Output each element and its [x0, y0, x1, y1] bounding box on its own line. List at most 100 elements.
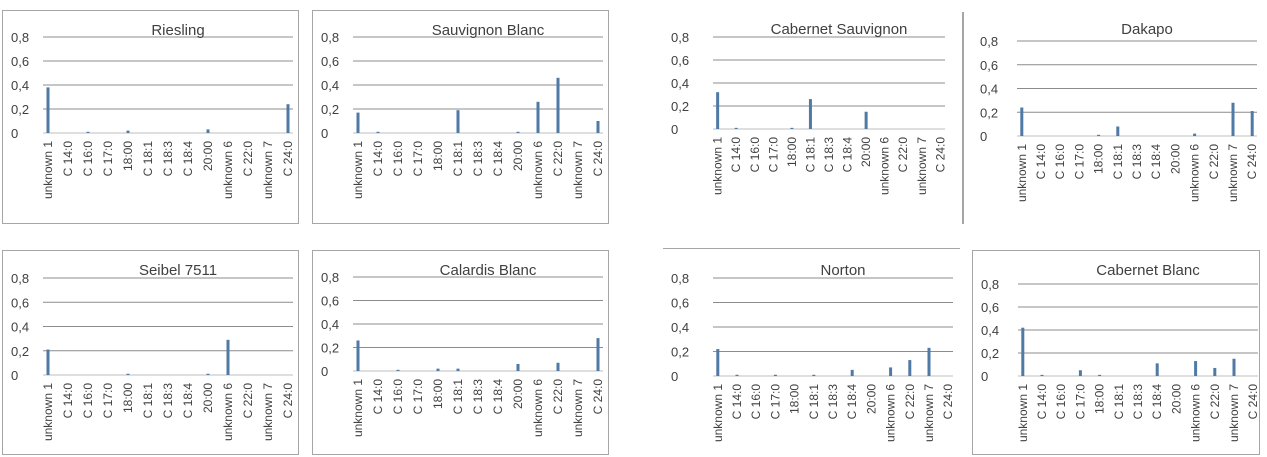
y-tick-label: 0,8 — [980, 34, 998, 49]
bar — [456, 368, 460, 371]
x-tick-label: C 18:4 — [181, 141, 195, 177]
x-tick-label: 18:00 — [431, 379, 445, 409]
x-tick-label: C 18:1 — [451, 379, 465, 415]
x-tick-label: C 24:0 — [933, 137, 947, 173]
y-tick-label: 0,2 — [981, 346, 999, 361]
x-tick-label: C 14:0 — [1035, 384, 1049, 420]
x-tick-label: unknown 6 — [531, 141, 545, 199]
bar — [206, 129, 210, 133]
divider-line — [962, 12, 964, 224]
x-tick-label: C 18:3 — [161, 141, 175, 177]
x-tick-label: unknown 6 — [884, 384, 898, 442]
x-tick-label: unknown 1 — [351, 379, 365, 437]
x-tick-label: unknown 7 — [1226, 144, 1240, 202]
x-tick-label: 20:00 — [511, 141, 525, 171]
bar — [226, 339, 230, 375]
bar — [1021, 327, 1025, 376]
x-tick-label: 20:00 — [1168, 144, 1182, 174]
y-tick-label: 0,4 — [980, 82, 998, 97]
chart-title: Norton — [820, 262, 865, 279]
x-tick-label: 20:00 — [201, 141, 215, 171]
x-tick-label: 20:00 — [1169, 384, 1183, 414]
chart-svg: 0 0,2 0,4 0,6 0,8 Norton unknown 1 C 14:0 C 16:0… — [671, 262, 955, 442]
x-tick-label: unknown 6 — [1188, 144, 1202, 202]
bar — [908, 360, 912, 376]
x-tick-label: C 18:1 — [141, 383, 155, 419]
y-tick-label: 0,8 — [981, 277, 999, 292]
x-tick-label: unknown 1 — [1015, 144, 1029, 202]
x-tick-label: unknown 1 — [41, 141, 55, 199]
x-tick-label: C 17:0 — [766, 137, 780, 173]
x-tick-label: C 18:3 — [1131, 384, 1145, 420]
chart-title: Riesling — [151, 22, 204, 39]
y-tick-label: 0,2 — [671, 99, 689, 114]
x-tick-label: 20:00 — [511, 379, 525, 409]
x-tick-label: 18:00 — [1093, 384, 1107, 414]
x-tick-label: C 14:0 — [730, 384, 744, 420]
x-tick-label: unknown 7 — [261, 383, 275, 441]
x-tick-label: unknown 7 — [922, 384, 936, 442]
x-tick-label: unknown 7 — [261, 141, 275, 199]
bar — [46, 349, 50, 375]
y-tick-label: 0,2 — [11, 344, 29, 359]
bar — [1040, 374, 1044, 376]
y-tick-label: 0,8 — [671, 271, 689, 286]
chart-panel-cabernet-blanc: 0 0,2 0,4 0,6 0,8 Cabernet Blanc unknown 1 C 14… — [972, 250, 1260, 455]
bar — [812, 374, 816, 376]
x-tick-label: C 22:0 — [896, 137, 910, 173]
x-tick-label: 18:00 — [121, 383, 135, 413]
x-tick-label: C 18:3 — [826, 384, 840, 420]
chart-svg: 0 0,2 0,4 0,6 0,8 Cabernet Blanc unknown 1 C 14… — [981, 262, 1260, 442]
x-tick-label: C 17:0 — [1072, 144, 1086, 180]
chart-svg: 0 0,2 0,4 0,6 0,8 Seibel 7511 unknown 1 C 14:0 C… — [11, 262, 295, 441]
x-tick-label: C 22:0 — [1207, 144, 1221, 180]
bar — [436, 368, 440, 371]
y-tick-label: 0,8 — [321, 270, 339, 285]
x-tick-label: C 18:1 — [141, 141, 155, 177]
y-tick-label: 0,6 — [321, 294, 339, 309]
chart-svg: 0 0,2 0,4 0,6 0,8 Riesling unknown 1 C 14:0 C 16… — [11, 22, 295, 199]
bar — [126, 130, 130, 133]
bar — [1097, 134, 1101, 136]
y-tick-label: 0 — [321, 364, 328, 379]
x-tick-label: C 18:3 — [161, 383, 175, 419]
bar — [1098, 374, 1102, 376]
chart-title: Calardis Blanc — [440, 262, 537, 279]
x-tick-label: C 17:0 — [101, 141, 115, 177]
x-tick-label: C 22:0 — [241, 383, 255, 419]
bar — [86, 131, 90, 133]
x-tick-label: C 18:4 — [845, 384, 859, 420]
bar — [1155, 363, 1159, 376]
bar — [356, 340, 360, 371]
bar — [1193, 133, 1197, 136]
y-tick-label: 0,2 — [11, 102, 29, 117]
x-tick-label: C 18:1 — [451, 141, 465, 177]
x-tick-label: C 18:4 — [491, 379, 505, 415]
chart-title: Sauvignon Blanc — [432, 22, 545, 39]
x-tick-label: unknown 7 — [571, 141, 585, 199]
bar — [516, 131, 520, 133]
x-tick-label: unknown 6 — [1189, 384, 1203, 442]
bar — [536, 101, 540, 133]
bar — [1078, 370, 1082, 376]
chart-panel-calardis-blanc: 0 0,2 0,4 0,6 0,8 Calardis Blanc unknown 1 C 14… — [312, 250, 609, 455]
x-tick-label: C 16:0 — [1054, 384, 1068, 420]
chart-svg: 0 0,2 0,4 0,6 0,8 Calardis Blanc unknown 1 C 14… — [321, 262, 605, 437]
chart-svg: 0 0,2 0,4 0,6 0,8 Dakapo unknown 1 C 14:0 C 16:0… — [980, 21, 1259, 202]
x-tick-label: C 24:0 — [941, 384, 955, 420]
x-tick-label: unknown 1 — [711, 384, 725, 442]
x-tick-label: C 18:1 — [803, 137, 817, 173]
chart-panel-seibel-7511: 0 0,2 0,4 0,6 0,8 Seibel 7511 unknown 1 C 14:0 C… — [2, 250, 299, 455]
bar — [716, 349, 720, 376]
x-tick-label: C 18:3 — [822, 137, 836, 173]
bar — [596, 338, 600, 371]
x-tick-label: C 18:1 — [1111, 144, 1125, 180]
x-tick-label: C 16:0 — [81, 383, 95, 419]
bar — [1250, 111, 1254, 136]
x-tick-label: C 22:0 — [241, 141, 255, 177]
x-tick-label: 18:00 — [788, 384, 802, 414]
x-tick-label: 20:00 — [859, 137, 873, 167]
y-tick-label: 0,6 — [11, 295, 29, 310]
y-tick-label: 0,8 — [321, 30, 339, 45]
chart-title: Cabernet Blanc — [1096, 262, 1200, 279]
